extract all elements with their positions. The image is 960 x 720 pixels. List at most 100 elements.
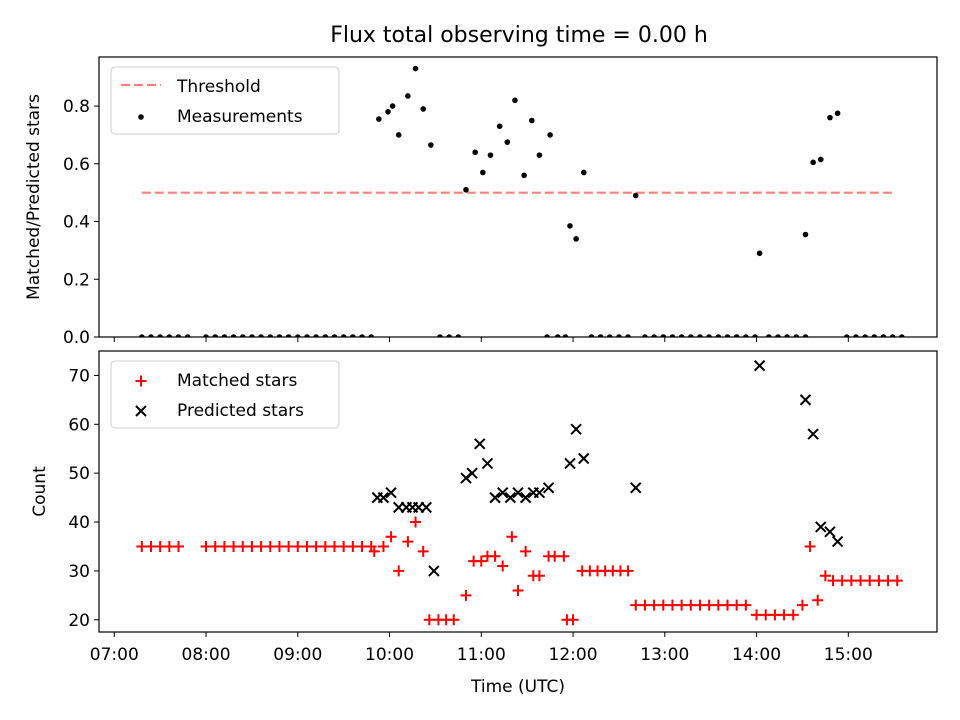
matched-star-point [882,575,894,587]
measurement-point [428,142,434,148]
measurement-point [642,334,648,337]
measurement-point [651,334,657,337]
measurement-point [368,334,374,337]
matched-star-point [760,609,772,621]
measurement-point [249,334,255,337]
measurement-point [678,334,685,337]
matched-star-point [356,540,368,552]
measurement-point [230,334,237,337]
predicted-star-point [564,457,576,470]
predicted-star-point [533,487,546,499]
predicted-star-point [753,359,766,372]
measurement-point [706,334,712,337]
legend-box [110,66,340,135]
measurement-point [385,109,391,115]
legend-label: Threshold [176,77,261,97]
matched-star-point [273,540,285,552]
predicted-star-point [497,487,509,499]
matched-star-point [639,599,651,611]
predicted-star-point [512,487,524,499]
measurement-point [544,334,550,337]
matched-star-point [787,609,799,621]
matched-star-point [740,599,752,611]
matched-star-point [666,599,678,611]
measurement-point [157,334,163,337]
predicted-star-point [489,491,501,504]
matched-star-point [475,555,487,567]
matched-star-point [751,609,763,621]
plot-frame [98,56,938,338]
matched-star-point [778,609,790,621]
matched-star-point [154,540,166,552]
measurement-point [313,334,319,337]
matched-star-point [310,540,322,552]
measurement-point [239,334,246,337]
measurement-point [834,110,841,117]
y-tick-label: 0.4 [63,213,90,233]
measurement-point [688,334,694,337]
matched-star-point [722,599,733,611]
x-axis-label: Time (UTC) [470,677,565,697]
matched-star-point [301,540,313,552]
matched-star-point [712,599,724,611]
legend-measurement-swatch [138,114,144,120]
matched-star-point [703,599,715,611]
y-tick-label: 40 [68,513,90,533]
measurement-point [139,334,145,337]
measurement-point [267,334,274,337]
measurement-point [221,334,228,337]
matched-star-point [292,540,304,552]
measurement-point [258,334,264,337]
measurement-point [340,334,347,337]
matched-star-point [489,550,501,562]
measurement-point [588,334,595,337]
matched-star-point [218,540,230,552]
y-tick-label: 0.2 [63,270,90,290]
predicted-star-point [807,428,819,440]
measurement-point [756,250,763,257]
measurement-point [148,334,154,337]
measurement-point [899,334,905,337]
matched-star-point [136,540,148,552]
measurement-point [752,334,758,337]
predicted-star-point [420,501,432,514]
measurement-point [625,334,631,337]
x-tick-label: 15:00 [824,645,873,665]
measurement-point [420,106,426,112]
measurement-point [412,65,419,72]
matched-star-point [804,540,816,552]
matched-star-point [731,599,743,611]
predicted-star-point [578,452,590,465]
matched-star-point [873,575,885,587]
matched-star-point [209,540,221,552]
measurement-point [472,149,478,156]
measurement-point [802,334,809,337]
measurement-point [567,223,573,229]
measurement-point [521,172,527,179]
matched-star-point [845,575,857,587]
panel-ratio: 0.0 0.2 0.4 0.6 0.8 Matched/Predicted stars Th… [24,56,938,348]
legend-matched-swatch [135,375,147,387]
matched-star-point [506,531,518,543]
y-tick-label: 30 [68,562,90,582]
matched-star-point [558,550,570,562]
matched-star-point [264,540,276,552]
matched-star-point [328,540,340,552]
y-axis-label: Count [30,466,50,517]
measurement-point [512,97,518,104]
measurement-point [616,334,622,337]
measurement-point [528,117,535,124]
y-tick-label: 0.0 [63,328,90,348]
matched-star-point [368,545,380,557]
measurement-point [793,334,800,337]
predicted-star-point [570,423,582,435]
matched-star-point [622,565,634,577]
measurement-point [724,334,731,337]
matched-star-point [237,540,249,552]
measurement-point [212,334,219,337]
matched-star-point [448,614,460,626]
predicted-star-point [377,491,390,504]
measurement-point [802,231,809,238]
measurement-point [827,114,833,121]
y-axis-label: Matched/Predicted stars [24,94,44,300]
